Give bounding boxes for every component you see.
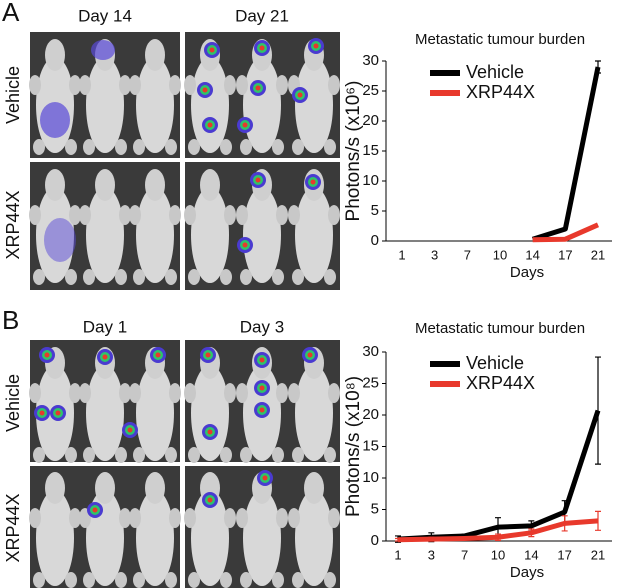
x-tick-label: 21 [591, 547, 605, 562]
chart-title: Metastatic tumour burden [415, 31, 585, 48]
y-tick-label: 0 [371, 232, 379, 249]
x-tick-label: 7 [461, 547, 468, 562]
y-tick-label: 5 [371, 500, 379, 517]
x-tick-label: 3 [431, 247, 438, 262]
error-bar [561, 515, 568, 532]
y-tick-label: 10 [362, 172, 379, 189]
x-tick-label: 14 [524, 547, 538, 562]
y-tick-label: 15 [362, 142, 379, 159]
x-axis-label: Days [510, 564, 544, 581]
y-tick-label: 30 [362, 343, 379, 360]
error-bar [395, 537, 401, 542]
legend-label: Vehicle [466, 62, 524, 82]
error-bar [528, 528, 535, 538]
row-label: XRP44X [3, 493, 23, 562]
panel-label: A [2, 0, 20, 27]
x-tick-label: 17 [558, 247, 572, 262]
legend-label: XRP44X [466, 82, 535, 102]
series-line [532, 222, 600, 243]
x-tick-label: 17 [557, 547, 571, 562]
x-tick-label: 1 [394, 547, 401, 562]
series-line [531, 66, 601, 242]
x-axis-label: Days [510, 264, 544, 281]
legend-label: XRP44X [466, 373, 535, 393]
x-tick-label: 10 [491, 547, 505, 562]
y-tick-label: 5 [371, 202, 379, 219]
image-panel [29, 340, 340, 588]
y-tick-label: 10 [362, 469, 379, 486]
error-bar [595, 60, 601, 74]
y-tick-label: 30 [362, 52, 379, 69]
legend-label: Vehicle [466, 353, 524, 373]
column-label: Day 3 [240, 317, 284, 336]
chart-title: Metastatic tumour burden [415, 320, 585, 337]
y-axis-label: Photons/s (x10⁸) [343, 376, 364, 517]
y-tick-label: 20 [362, 406, 379, 423]
error-bar [428, 536, 435, 542]
x-tick-label: 3 [428, 547, 435, 562]
y-tick-label: 25 [362, 374, 379, 391]
x-tick-label: 1 [398, 247, 405, 262]
row-label: XRP44X [3, 190, 23, 259]
y-tick-label: 15 [362, 437, 379, 454]
image-panel [29, 32, 340, 290]
column-label: Day 21 [235, 6, 289, 25]
row-label: Vehicle [3, 66, 23, 124]
row-label: Vehicle [3, 374, 23, 432]
x-tick-label: 7 [464, 247, 471, 262]
x-tick-label: 10 [493, 247, 507, 262]
y-axis-label: Photons/s (x10⁶) [343, 81, 364, 222]
column-label: Day 14 [78, 6, 132, 25]
error-bar [595, 356, 601, 465]
error-bar [461, 536, 468, 541]
x-tick-label: 21 [591, 247, 605, 262]
column-label: Day 1 [83, 317, 127, 336]
y-tick-label: 25 [362, 82, 379, 99]
panel-label: B [2, 305, 19, 335]
error-bar [595, 510, 601, 531]
y-tick-label: 20 [362, 112, 379, 129]
error-bar [495, 533, 501, 541]
y-tick-label: 0 [371, 532, 379, 549]
x-tick-label: 14 [525, 247, 539, 262]
